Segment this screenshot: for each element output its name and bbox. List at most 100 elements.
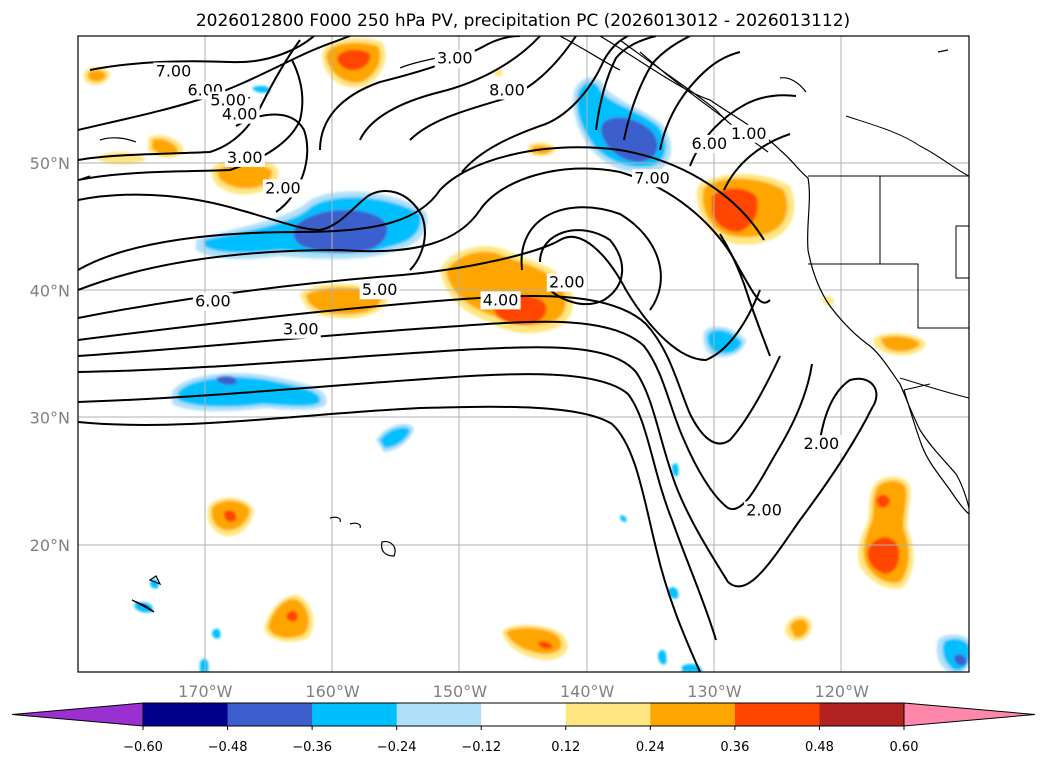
precip-region [712, 188, 758, 232]
map-frame [77, 35, 970, 673]
pv-contour-label: 7.00 [632, 168, 673, 188]
map-background [78, 36, 969, 672]
x-tick-label: 170°W [178, 682, 233, 701]
svg-text:2.00: 2.00 [549, 273, 585, 292]
pv-contour-label: 3.00 [224, 148, 265, 167]
precip-region [216, 376, 237, 385]
precip-region [152, 138, 178, 155]
precip-region [88, 70, 106, 82]
precip-region [880, 336, 920, 352]
x-tick-label: 130°W [687, 682, 742, 701]
colorbar-segment [481, 703, 567, 726]
pv-contour-label: 1.00 [728, 124, 769, 143]
svg-text:2.00: 2.00 [265, 178, 301, 197]
x-axis-ticks: 170°W 160°W 150°W 140°W 130°W 120°W [178, 682, 869, 701]
pv-contour-label: 4.00 [219, 105, 260, 124]
colorbar-segment [396, 703, 482, 726]
pv-contour-label: 2.00 [801, 434, 842, 454]
pv-contour-label: 6.00 [689, 134, 730, 153]
map-panel: 7.006.005.004.003.002.006.005.003.004.00… [77, 35, 970, 673]
precip-region [200, 658, 209, 672]
pv-contour-label: 6.00 [192, 292, 233, 311]
x-tick-label: 140°W [560, 682, 615, 701]
precip-region [658, 649, 667, 665]
colorbar-tick-label: −0.12 [461, 740, 501, 755]
y-tick-label: 20°N [30, 536, 70, 555]
pv-contour-label: 5.00 [359, 280, 400, 300]
pv-contour-label: 3.00 [434, 49, 475, 68]
precip-region [867, 537, 900, 574]
pv-contour-label: 2.00 [744, 500, 785, 520]
y-axis-ticks: 50°N 40°N 30°N 20°N [30, 154, 70, 555]
pv-contour-labels: 7.006.005.004.003.002.006.005.003.004.00… [153, 49, 842, 520]
pv-contour-label: 8.00 [486, 81, 527, 100]
precip-region [380, 427, 410, 448]
pv-contour-label: 2.00 [546, 273, 587, 292]
precip-region [954, 654, 967, 666]
colorbar-segment [650, 703, 736, 726]
pv-contours [78, 36, 878, 672]
precip-region [601, 117, 658, 162]
colorbar-tick-label: 0.36 [720, 740, 749, 755]
pv-contour-label: 2.00 [262, 178, 303, 198]
svg-text:1.00: 1.00 [731, 124, 767, 143]
pv-contour-label: 7.00 [153, 61, 194, 81]
colorbar-segment [819, 703, 905, 726]
y-tick-label: 50°N [30, 154, 70, 173]
precip-region [134, 602, 153, 613]
political-borders [808, 115, 969, 399]
svg-text:2.00: 2.00 [804, 434, 840, 453]
colorbar-tick-label: −0.36 [292, 740, 332, 755]
pv-contour-label: 5.00 [208, 91, 249, 110]
svg-text:3.00: 3.00 [227, 148, 263, 167]
colorbar-frame [142, 702, 905, 727]
precip-region [224, 510, 237, 522]
x-tick-label: 150°W [433, 682, 488, 701]
svg-text:3.00: 3.00 [283, 320, 319, 339]
colorbar-tick-label: 0.48 [805, 740, 834, 755]
precip-region [538, 641, 553, 649]
precip-region [672, 463, 679, 477]
svg-text:7.00: 7.00 [156, 61, 192, 80]
colorbar-extend-low [11, 702, 144, 727]
precip-region [212, 628, 221, 639]
svg-text:4.00: 4.00 [483, 290, 519, 309]
y-tick-label: 40°N [30, 281, 70, 300]
colorbar-segment [227, 703, 313, 726]
svg-text:6.00: 6.00 [195, 292, 231, 311]
grid [78, 36, 969, 672]
y-tick-label: 30°N [30, 409, 70, 428]
precip-region [620, 515, 627, 522]
colorbar-tick-label: 0.12 [551, 740, 580, 755]
precip-region [876, 494, 890, 508]
colorbar-extend-high [903, 702, 1036, 727]
precip-region [286, 610, 298, 622]
x-tick-label: 120°W [815, 682, 870, 701]
colorbar: −0.60 −0.48 −0.36 −0.24 −0.12 0.12 0.24 0.36 0.4… [11, 702, 1036, 755]
colorbar-tick-label: −0.48 [208, 740, 248, 755]
colorbar-tick-label: 0.24 [636, 740, 665, 755]
precip-region [668, 587, 679, 599]
svg-text:5.00: 5.00 [362, 280, 398, 299]
colorbar-segment [565, 703, 651, 726]
colorbar-tick-label: −0.24 [377, 740, 417, 755]
svg-text:6.00: 6.00 [692, 134, 728, 153]
pv-contour-label: 4.00 [480, 290, 521, 310]
svg-text:3.00: 3.00 [437, 49, 473, 68]
precip-region [252, 85, 271, 93]
x-tick-label: 160°W [305, 682, 360, 701]
colorbar-segment [143, 703, 229, 726]
svg-text:8.00: 8.00 [489, 81, 525, 100]
svg-text:4.00: 4.00 [222, 105, 258, 124]
colorbar-tick-label: 0.60 [890, 740, 919, 755]
svg-text:7.00: 7.00 [634, 168, 670, 187]
svg-text:5.00: 5.00 [210, 91, 246, 110]
colorbar-segment [312, 703, 398, 726]
svg-text:2.00: 2.00 [746, 500, 782, 519]
pv-contour-label: 3.00 [280, 320, 321, 339]
precip-region [337, 49, 371, 71]
precip-region [790, 619, 808, 638]
colorbar-segment [734, 703, 820, 726]
colorbar-tick-label: −0.60 [123, 740, 163, 755]
